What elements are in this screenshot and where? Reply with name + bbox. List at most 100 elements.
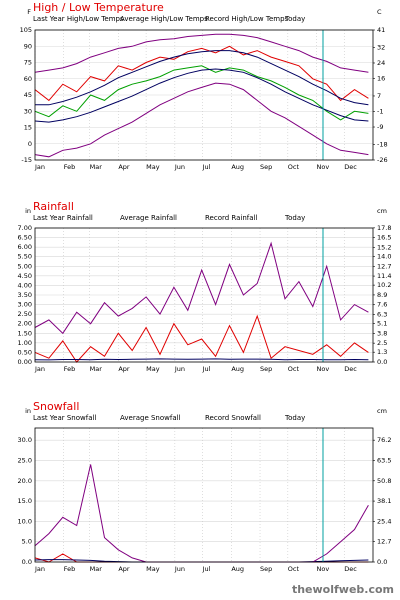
- x-tick-label: Nov: [317, 365, 330, 373]
- chart-title: High / Low Temperature: [33, 1, 164, 14]
- x-tick-label: May: [146, 163, 160, 171]
- plot-border: [34, 227, 374, 363]
- legend-today: Today: [284, 15, 305, 23]
- chart-title: Rainfall: [33, 200, 74, 213]
- x-tick-label: Oct: [288, 163, 300, 171]
- legend-entry: Last Year Rainfall: [33, 214, 93, 222]
- x-tick-label: Dec: [344, 163, 357, 171]
- y-tick-label: 45: [24, 91, 32, 99]
- y-tick-label: 0.00: [18, 358, 32, 366]
- x-tick-label: Jan: [34, 565, 45, 573]
- plot-border: [34, 29, 374, 161]
- y2-tick-label: 2.5: [377, 339, 387, 347]
- x-tick-label: Dec: [344, 365, 357, 373]
- y-tick-label: 1.50: [18, 329, 32, 337]
- y-tick-label: 4.00: [18, 281, 32, 289]
- y2-tick-label: 24: [377, 59, 385, 67]
- series-line: [35, 50, 369, 106]
- y-tick-label: 5.50: [18, 253, 32, 261]
- y-tick-label: 10.0: [18, 517, 32, 525]
- y-tick-label: 15: [24, 124, 32, 132]
- y-tick-label: 1.00: [18, 339, 32, 347]
- y2-tick-label: 15.2: [377, 243, 391, 251]
- legend-entry: Last Year High/Low Temps: [33, 15, 124, 23]
- x-tick-label: Mar: [90, 365, 103, 373]
- y2-tick-label: 12.7: [377, 538, 391, 546]
- y2-tick-label: 8.9: [377, 291, 387, 299]
- y-tick-label: 20.0: [18, 477, 32, 485]
- y-tick-label: 30.0: [18, 436, 32, 444]
- series-line: [34, 82, 369, 158]
- x-tick-label: Jan: [34, 163, 45, 171]
- x-tick-label: Aug: [231, 565, 244, 573]
- x-tick-label: Jul: [202, 163, 211, 171]
- series-line: [34, 65, 369, 121]
- x-tick-label: Feb: [64, 365, 76, 373]
- y-tick-label: 25.0: [18, 456, 32, 464]
- y-tick-label: 60: [24, 75, 32, 83]
- y-tick-label: 7.00: [18, 224, 32, 232]
- y2-tick-label: 16.5: [377, 234, 391, 242]
- x-tick-label: Jun: [174, 365, 185, 373]
- series-line: [34, 68, 369, 123]
- y2-tick-label: -18: [377, 140, 388, 148]
- x-tick-label: Feb: [64, 565, 76, 573]
- y2-tick-label: 11.4: [377, 272, 391, 280]
- y2-tick-label: 32: [377, 43, 385, 51]
- y2-axis-label: cm: [377, 207, 387, 215]
- x-tick-label: Oct: [288, 565, 300, 573]
- y2-tick-label: 1.3: [377, 348, 387, 356]
- x-tick-label: Mar: [90, 163, 103, 171]
- y2-tick-label: 7.6: [377, 301, 387, 309]
- legend-entry: Average Snowfall: [120, 414, 181, 422]
- watermark: thewolfweb.com: [292, 583, 394, 596]
- y-tick-label: 5.00: [18, 262, 32, 270]
- x-tick-label: May: [146, 565, 160, 573]
- x-tick-label: Apr: [118, 565, 130, 573]
- legend-today: Today: [284, 214, 305, 222]
- y-tick-label: 5.0: [22, 538, 32, 546]
- y2-tick-label: -9: [377, 123, 383, 131]
- y2-tick-label: 0.0: [377, 558, 387, 566]
- y-tick-label: 4.50: [18, 272, 32, 280]
- y-tick-label: 105: [20, 26, 32, 34]
- series-line: [34, 241, 369, 335]
- chart-title: Snowfall: [33, 400, 79, 413]
- series-line: [34, 33, 369, 73]
- y2-tick-label: 63.5: [377, 456, 391, 464]
- y2-tick-label: 41: [377, 26, 385, 34]
- x-tick-label: Sep: [260, 565, 272, 573]
- x-tick-label: Sep: [260, 365, 272, 373]
- y-tick-label: 0.0: [22, 558, 32, 566]
- y2-tick-label: 16: [377, 75, 385, 83]
- y2-tick-label: 10.2: [377, 281, 391, 289]
- y-tick-label: 0.50: [18, 348, 32, 356]
- y2-tick-label: -26: [377, 156, 388, 164]
- x-tick-label: May: [146, 365, 160, 373]
- y2-axis-label: cm: [377, 407, 387, 415]
- y2-tick-label: 0.0: [377, 358, 387, 366]
- y2-tick-label: 38.1: [377, 497, 391, 505]
- plot-border: [34, 427, 374, 563]
- legend-entry: Record Rainfall: [205, 214, 257, 222]
- series-line: [34, 358, 369, 361]
- x-tick-label: Jul: [202, 565, 211, 573]
- y2-tick-label: 12.7: [377, 262, 391, 270]
- legend-entry: Record High/Low Temps: [205, 15, 289, 23]
- x-tick-label: Jul: [202, 365, 211, 373]
- x-tick-label: Feb: [64, 163, 76, 171]
- x-tick-label: Jun: [174, 565, 185, 573]
- y-axis-label: in: [25, 207, 31, 215]
- y-tick-label: 0: [28, 140, 32, 148]
- x-tick-label: Mar: [90, 565, 103, 573]
- y2-tick-label: 6.3: [377, 311, 387, 319]
- y-tick-label: 3.50: [18, 291, 32, 299]
- y-axis-label: F: [27, 8, 31, 16]
- y2-tick-label: 76.2: [377, 436, 391, 444]
- y-tick-label: 6.50: [18, 234, 32, 242]
- x-tick-label: Nov: [317, 163, 330, 171]
- y2-tick-label: 17.8: [377, 224, 391, 232]
- y-tick-label: 90: [24, 42, 32, 50]
- x-tick-label: Jan: [34, 365, 45, 373]
